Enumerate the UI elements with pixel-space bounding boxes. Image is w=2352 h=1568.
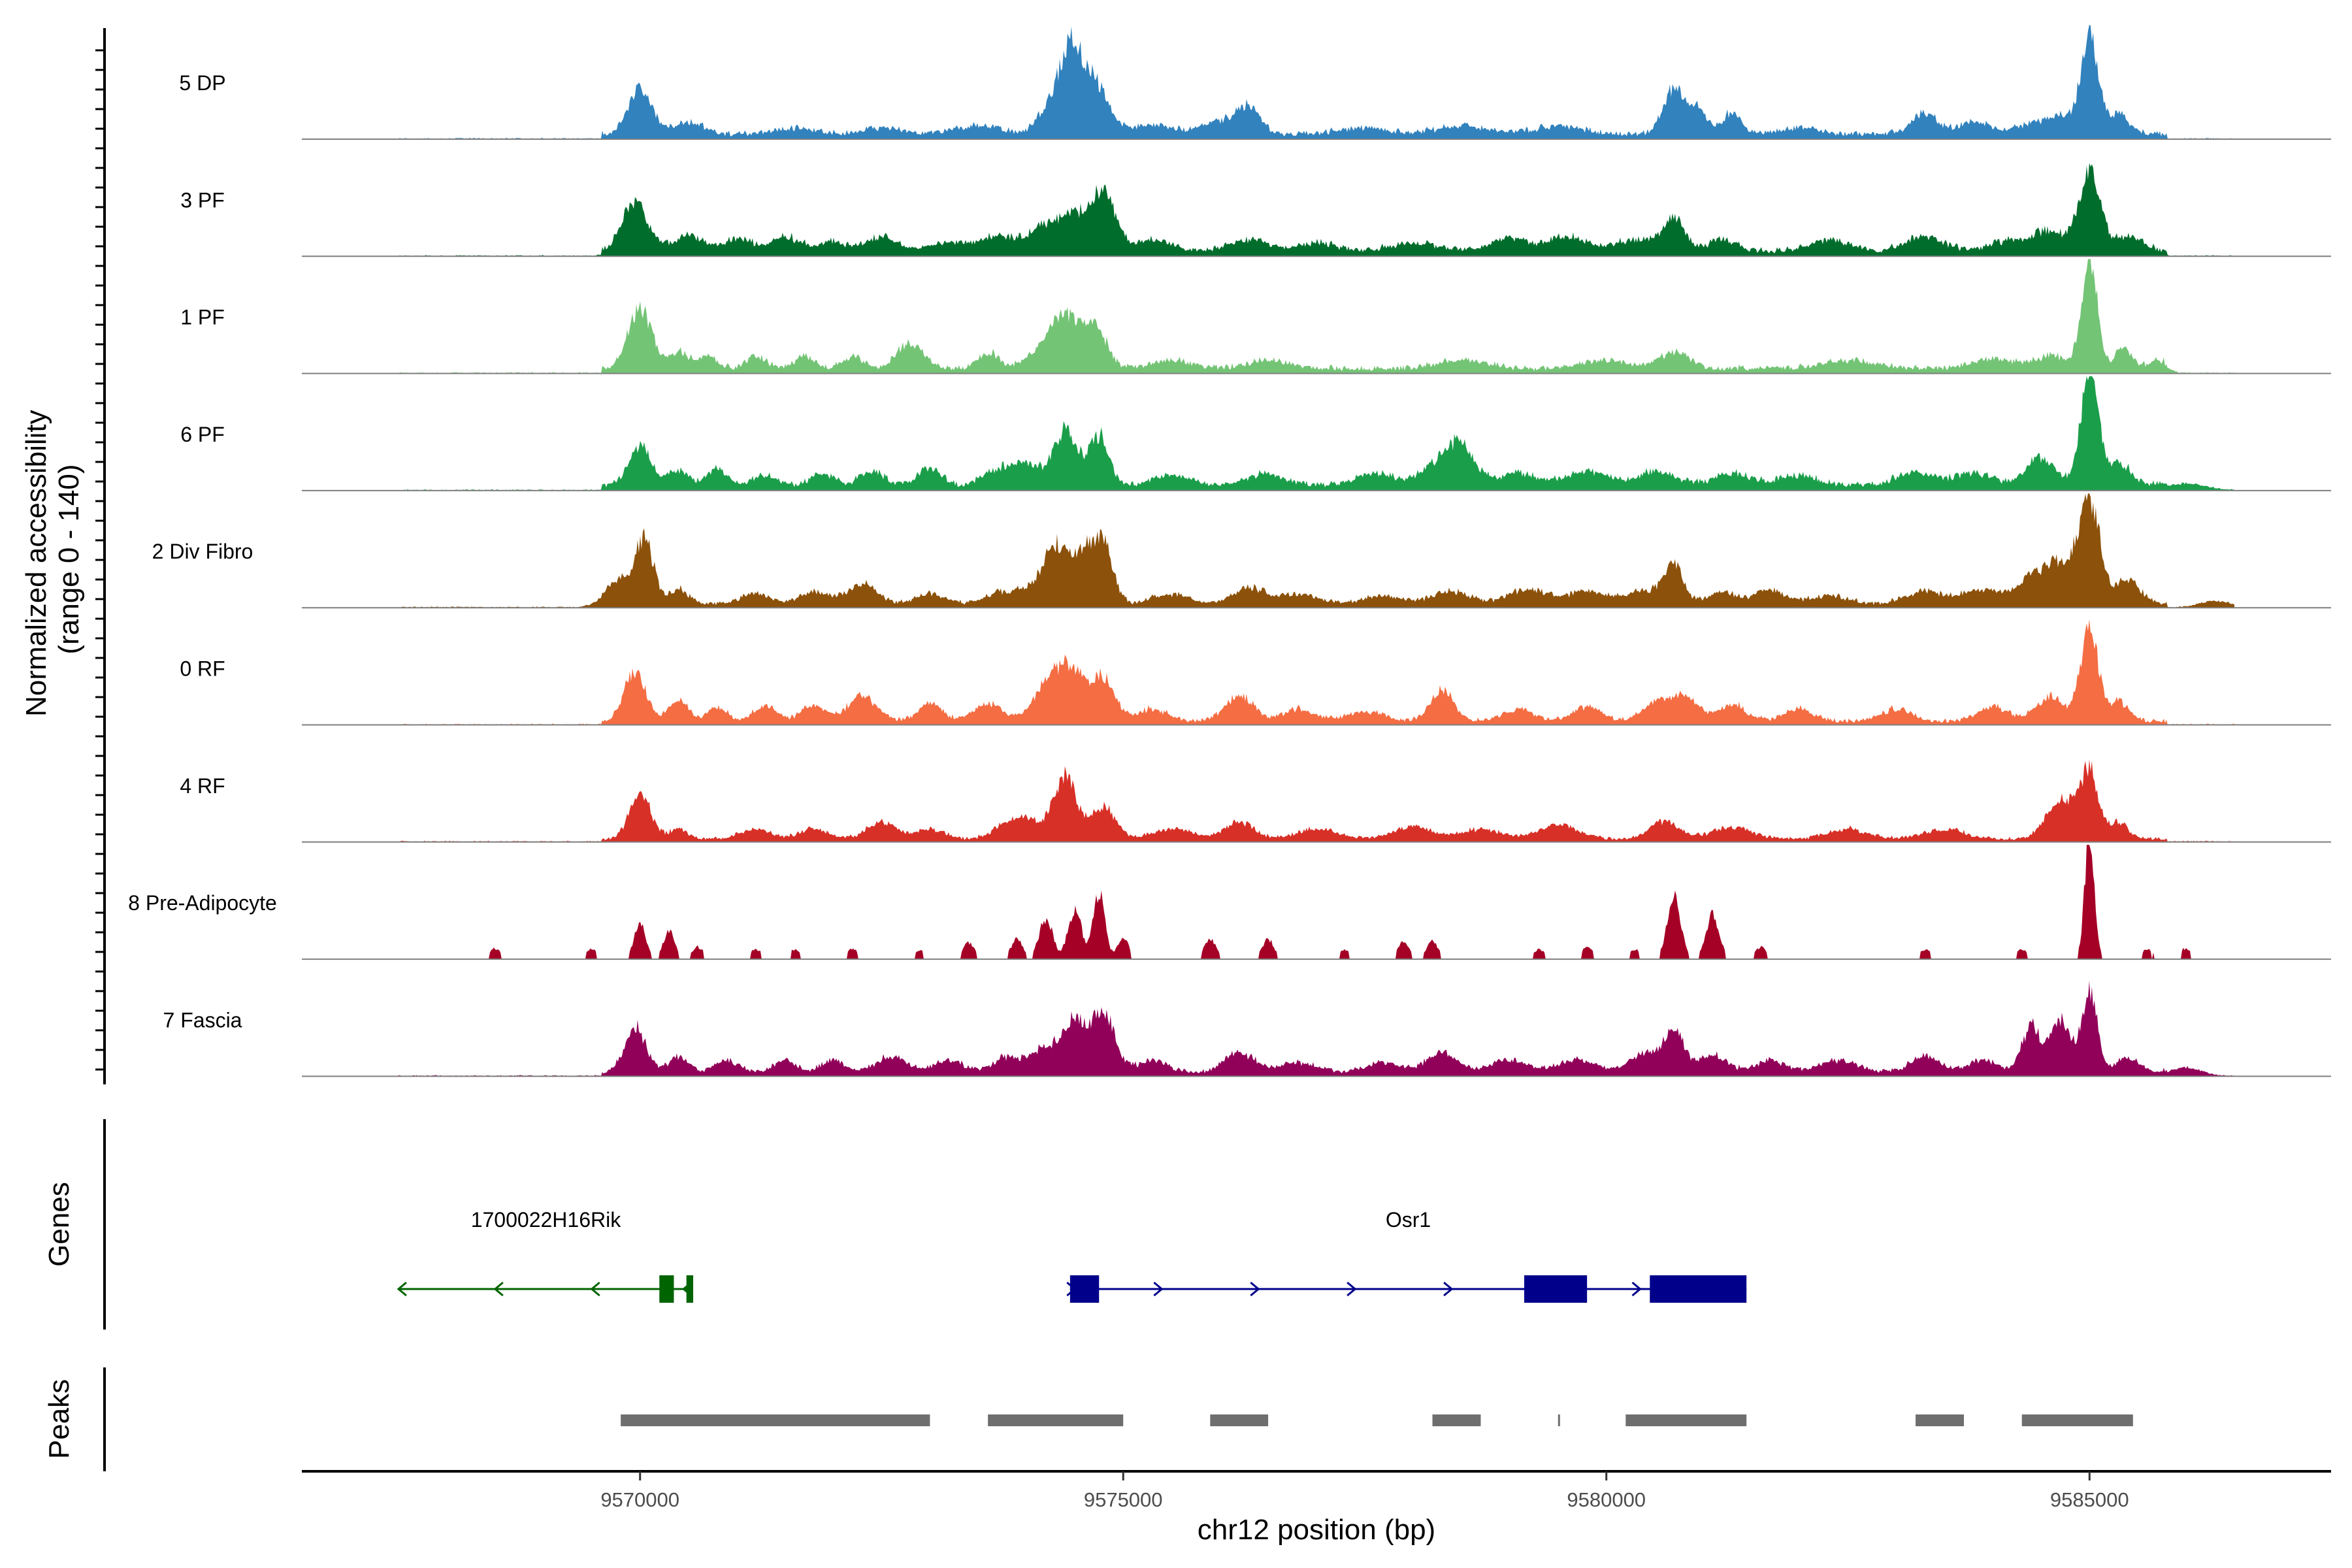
coverage-area: [398, 619, 2235, 725]
x-tick-label: 9570000: [600, 1488, 679, 1511]
track-label: 2 Div Fibro: [152, 540, 253, 563]
gene-Osr1: Osr1: [1066, 1208, 1747, 1303]
track-3: 1 PF: [180, 259, 2331, 374]
peak-region: [1432, 1414, 1481, 1426]
track-4: 6 PF: [180, 376, 2331, 491]
strand-arrow: [1443, 1281, 1454, 1297]
strand-arrow: [397, 1281, 407, 1297]
strand-arrow: [1347, 1281, 1357, 1297]
coverage-area: [398, 259, 2235, 374]
coverage-area: [398, 25, 2235, 139]
track-label: 5 DP: [179, 71, 225, 95]
coverage-area: [398, 845, 2235, 960]
peak-region: [988, 1414, 1124, 1426]
coverage-area: [398, 163, 2235, 257]
gene-exon: [1070, 1275, 1100, 1303]
track-label: 4 RF: [180, 774, 225, 798]
strand-arrow: [493, 1281, 504, 1297]
track-9: 7 Fascia: [163, 981, 2331, 1077]
x-axis-title: chr12 position (bp): [1198, 1514, 1435, 1546]
track-5: 2 Div Fibro: [152, 493, 2331, 609]
coverage-area: [398, 981, 2235, 1077]
track-6: 0 RF: [180, 619, 2331, 726]
track-label: 0 RF: [180, 657, 225, 681]
track-1: 5 DP: [179, 25, 2331, 140]
gene-track: 1700022H16Rik Osr1: [397, 1208, 1747, 1303]
gene-exon: [686, 1275, 694, 1303]
gene-exon: [1524, 1275, 1588, 1303]
coverage-area: [398, 376, 2235, 491]
track-8: 8 Pre-Adipocyte: [128, 845, 2331, 960]
strand-arrow: [1250, 1281, 1260, 1297]
peak-region: [1916, 1414, 1964, 1426]
x-tick-label: 9580000: [1567, 1488, 1646, 1511]
left-axis: [95, 28, 106, 1085]
track-2: 3 PF: [180, 163, 2331, 257]
peak-region: [621, 1414, 930, 1426]
gene-label: 1700022H16Rik: [471, 1208, 622, 1232]
peak-region: [2021, 1414, 2133, 1426]
coverage-tracks: 5 DP 3 PF 1 PF 6 PF 2 Div Fibro 0 RF 4 RF 8 Pre…: [128, 25, 2331, 1077]
peaks-track: [621, 1414, 2133, 1426]
x-axis: 9570000 9575000 9580000 9585000: [600, 1471, 2129, 1511]
y-axis-title-line1: Normalized accessibility: [20, 410, 52, 716]
peaks-panel-label: Peaks: [43, 1379, 75, 1459]
coverage-area: [398, 493, 2235, 608]
gene-1700022H16Rik: 1700022H16Rik: [397, 1208, 694, 1303]
strand-arrow: [590, 1281, 600, 1297]
y-axis-title: Normalized accessibility (range 0 - 140): [20, 402, 85, 717]
track-7: 4 RF: [180, 759, 2331, 843]
coverage-area: [398, 759, 2235, 842]
peak-region: [1625, 1414, 1747, 1426]
strand-arrow: [1153, 1281, 1164, 1297]
track-label: 6 PF: [180, 423, 225, 446]
track-label: 7 Fascia: [163, 1008, 242, 1032]
track-label: 1 PF: [180, 306, 225, 329]
track-label: 3 PF: [180, 188, 225, 212]
gene-label: Osr1: [1386, 1208, 1431, 1232]
peak-region: [1210, 1414, 1269, 1426]
gene-exon: [1650, 1275, 1747, 1303]
genes-panel-label: Genes: [43, 1182, 75, 1267]
x-tick-label: 9575000: [1084, 1488, 1163, 1511]
track-label: 8 Pre-Adipocyte: [128, 891, 277, 915]
y-axis-title-line2: (range 0 - 140): [53, 464, 85, 654]
strand-arrow: [1631, 1281, 1642, 1297]
x-tick-label: 9585000: [2050, 1488, 2129, 1511]
peak-region: [1558, 1414, 1560, 1426]
gene-exon: [659, 1275, 674, 1303]
